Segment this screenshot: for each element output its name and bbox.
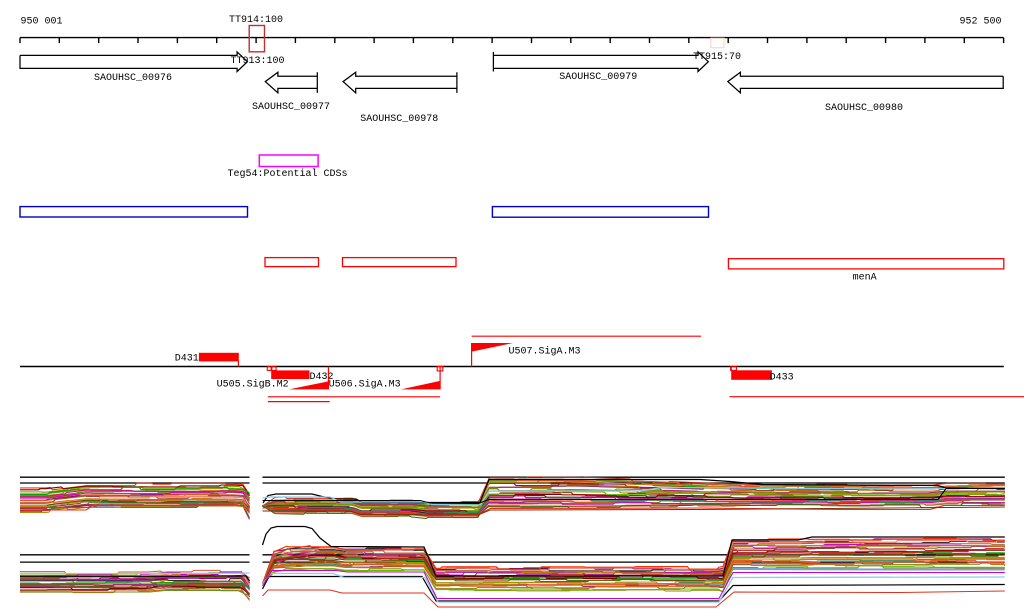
svg-text:SAOUHSC_00978: SAOUHSC_00978 [360, 114, 438, 125]
svg-text:U505.SigB.M2: U505.SigB.M2 [217, 379, 289, 391]
svg-text:TT915:70: TT915:70 [693, 52, 741, 63]
svg-text:menA: menA [853, 272, 877, 283]
svg-text:SAOUHSC_00977: SAOUHSC_00977 [252, 102, 330, 113]
svg-text:TT913:100: TT913:100 [231, 56, 285, 67]
svg-text:D432: D432 [310, 372, 334, 383]
svg-text:D431: D431 [175, 353, 199, 364]
svg-text:U507.SigA.M3: U507.SigA.M3 [509, 345, 581, 357]
svg-text:952 500: 952 500 [960, 17, 1002, 28]
svg-text:950 001: 950 001 [21, 17, 63, 28]
svg-text:SAOUHSC_00976: SAOUHSC_00976 [94, 73, 172, 84]
svg-text:SAOUHSC_00979: SAOUHSC_00979 [559, 72, 637, 83]
svg-text:TT914:100: TT914:100 [229, 15, 283, 26]
svg-text:Teg54:Potential CDSs: Teg54:Potential CDSs [228, 168, 348, 180]
svg-text:D433: D433 [770, 372, 794, 383]
svg-text:SAOUHSC_00980: SAOUHSC_00980 [825, 103, 903, 114]
svg-text:U506.SigA.M3: U506.SigA.M3 [329, 379, 401, 391]
